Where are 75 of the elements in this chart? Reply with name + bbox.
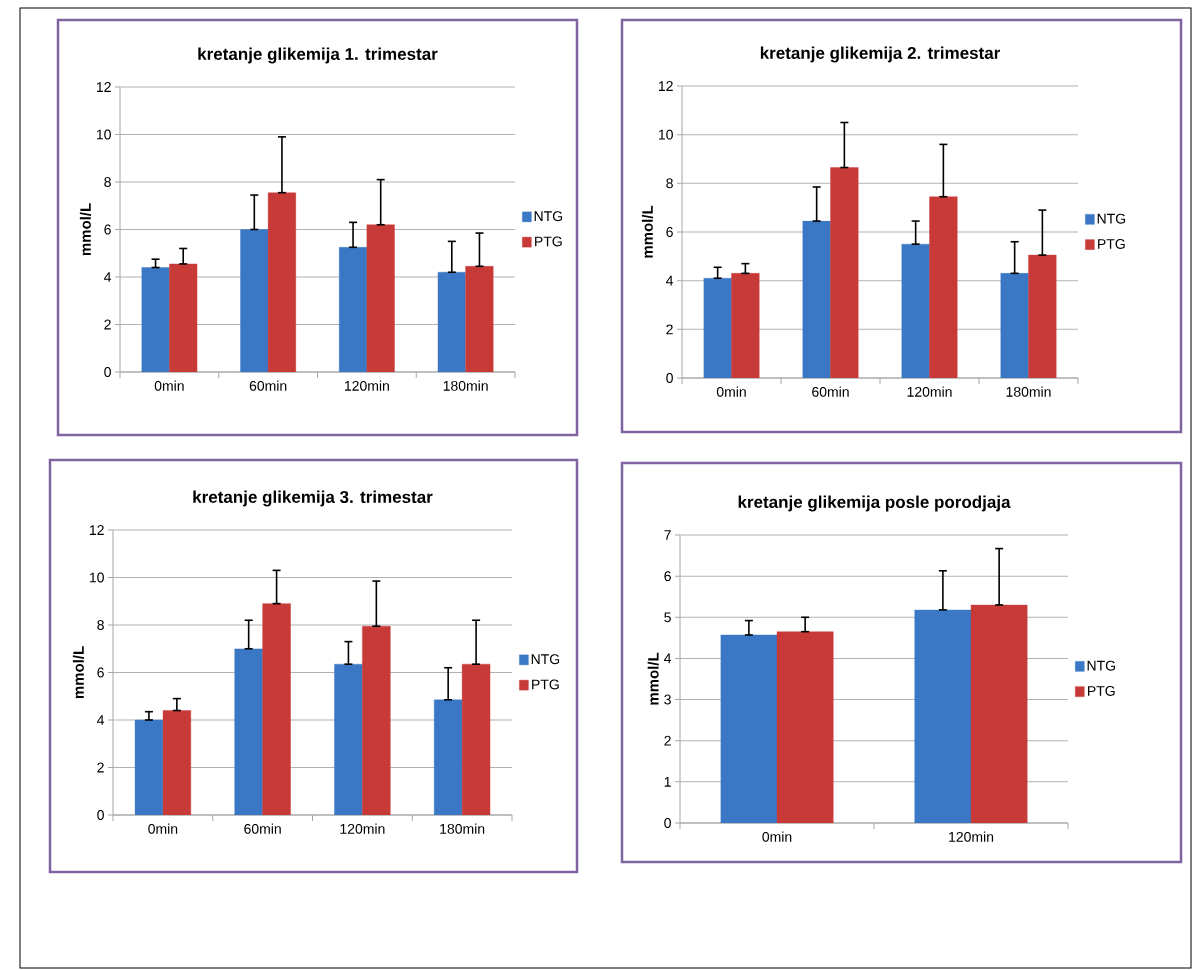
x-tick-label: 120min xyxy=(344,380,389,391)
x-tick-label: 60min xyxy=(812,386,849,397)
y-tick-label: 2 xyxy=(666,324,673,335)
bar xyxy=(169,263,198,372)
y-tick-label: 0 xyxy=(666,373,673,383)
bar xyxy=(929,196,958,378)
x-tick-label: 180min xyxy=(1006,386,1051,397)
y-tick-label: 4 xyxy=(97,715,105,725)
bar xyxy=(262,603,291,815)
legend-label: PTG xyxy=(532,679,559,690)
x-tick-label: 0min xyxy=(762,831,792,842)
y-tick-label: 7 xyxy=(664,530,671,540)
x-tick-label: 120min xyxy=(907,386,952,397)
bar xyxy=(134,719,164,815)
bar xyxy=(362,625,391,815)
y-tick-label: 4 xyxy=(666,275,674,286)
chart-title: kretanje glikemija 1. trimestar xyxy=(198,47,438,64)
y-tick-label: 2 xyxy=(97,762,104,773)
y-tick-label: 8 xyxy=(104,177,111,187)
bar xyxy=(234,648,263,815)
legend-label: PTG xyxy=(535,236,562,247)
y-tick-label: 12 xyxy=(96,82,111,92)
y-axis-title: mmol/L xyxy=(72,646,85,699)
x-tick-label: 180min xyxy=(440,823,485,834)
y-tick-label: 6 xyxy=(664,571,671,582)
y-tick-label: 0 xyxy=(664,818,671,828)
x-tick-label: 60min xyxy=(249,380,287,391)
x-tick-label: 120min xyxy=(340,823,385,834)
y-axis-title: mmol/L xyxy=(79,203,92,256)
y-tick-label: 6 xyxy=(97,667,104,678)
y-tick-label: 4 xyxy=(104,272,112,282)
bar xyxy=(461,663,491,815)
x-tick-label: 0min xyxy=(154,380,184,391)
y-tick-label: 8 xyxy=(666,178,673,189)
y-tick-label: 2 xyxy=(104,319,111,330)
y-tick-label: 12 xyxy=(89,525,104,535)
legend-label: PTG xyxy=(1098,238,1125,249)
x-tick-label: 0min xyxy=(148,823,178,834)
x-tick-label: 60min xyxy=(244,823,281,834)
y-tick-label: 1 xyxy=(664,777,671,787)
bar xyxy=(334,663,363,815)
y-tick-label: 10 xyxy=(658,129,673,140)
chart-title: kretanje glikemija 3. trimestar xyxy=(193,490,433,507)
legend-label: NTG xyxy=(531,654,560,665)
y-tick-label: 6 xyxy=(666,227,673,237)
y-tick-label: 8 xyxy=(97,620,104,630)
y-tick-label: 3 xyxy=(664,694,671,705)
bar xyxy=(366,224,395,372)
chart-title: kretanje glikemija 2. trimestar xyxy=(760,46,1001,63)
legend-label: PTG xyxy=(1088,685,1115,696)
chart-title: kretanje glikemija posle porodjaja xyxy=(738,495,1011,512)
y-tick-label: 6 xyxy=(104,224,111,235)
legend-label: NTG xyxy=(534,211,563,222)
y-tick-label: 10 xyxy=(96,129,111,140)
y-tick-label: 10 xyxy=(89,572,104,583)
y-tick-label: 12 xyxy=(658,81,673,91)
bar xyxy=(830,167,859,378)
y-tick-label: 4 xyxy=(664,653,672,664)
bar xyxy=(267,192,296,372)
bar xyxy=(465,266,494,372)
y-tick-label: 0 xyxy=(104,367,111,377)
bar xyxy=(162,710,192,815)
bar xyxy=(1028,254,1057,378)
legend-label: NTG xyxy=(1097,213,1126,224)
y-tick-label: 5 xyxy=(664,612,671,623)
x-tick-label: 180min xyxy=(443,380,488,391)
x-tick-label: 0min xyxy=(716,386,746,397)
x-tick-label: 120min xyxy=(949,831,994,842)
y-tick-label: 0 xyxy=(97,810,104,820)
y-axis-title: mmol/L xyxy=(641,205,654,258)
bar xyxy=(731,273,760,378)
y-tick-label: 2 xyxy=(664,735,671,746)
y-axis-title: mmol/L xyxy=(647,652,659,705)
legend-label: NTG xyxy=(1087,660,1115,671)
bar xyxy=(434,699,463,815)
